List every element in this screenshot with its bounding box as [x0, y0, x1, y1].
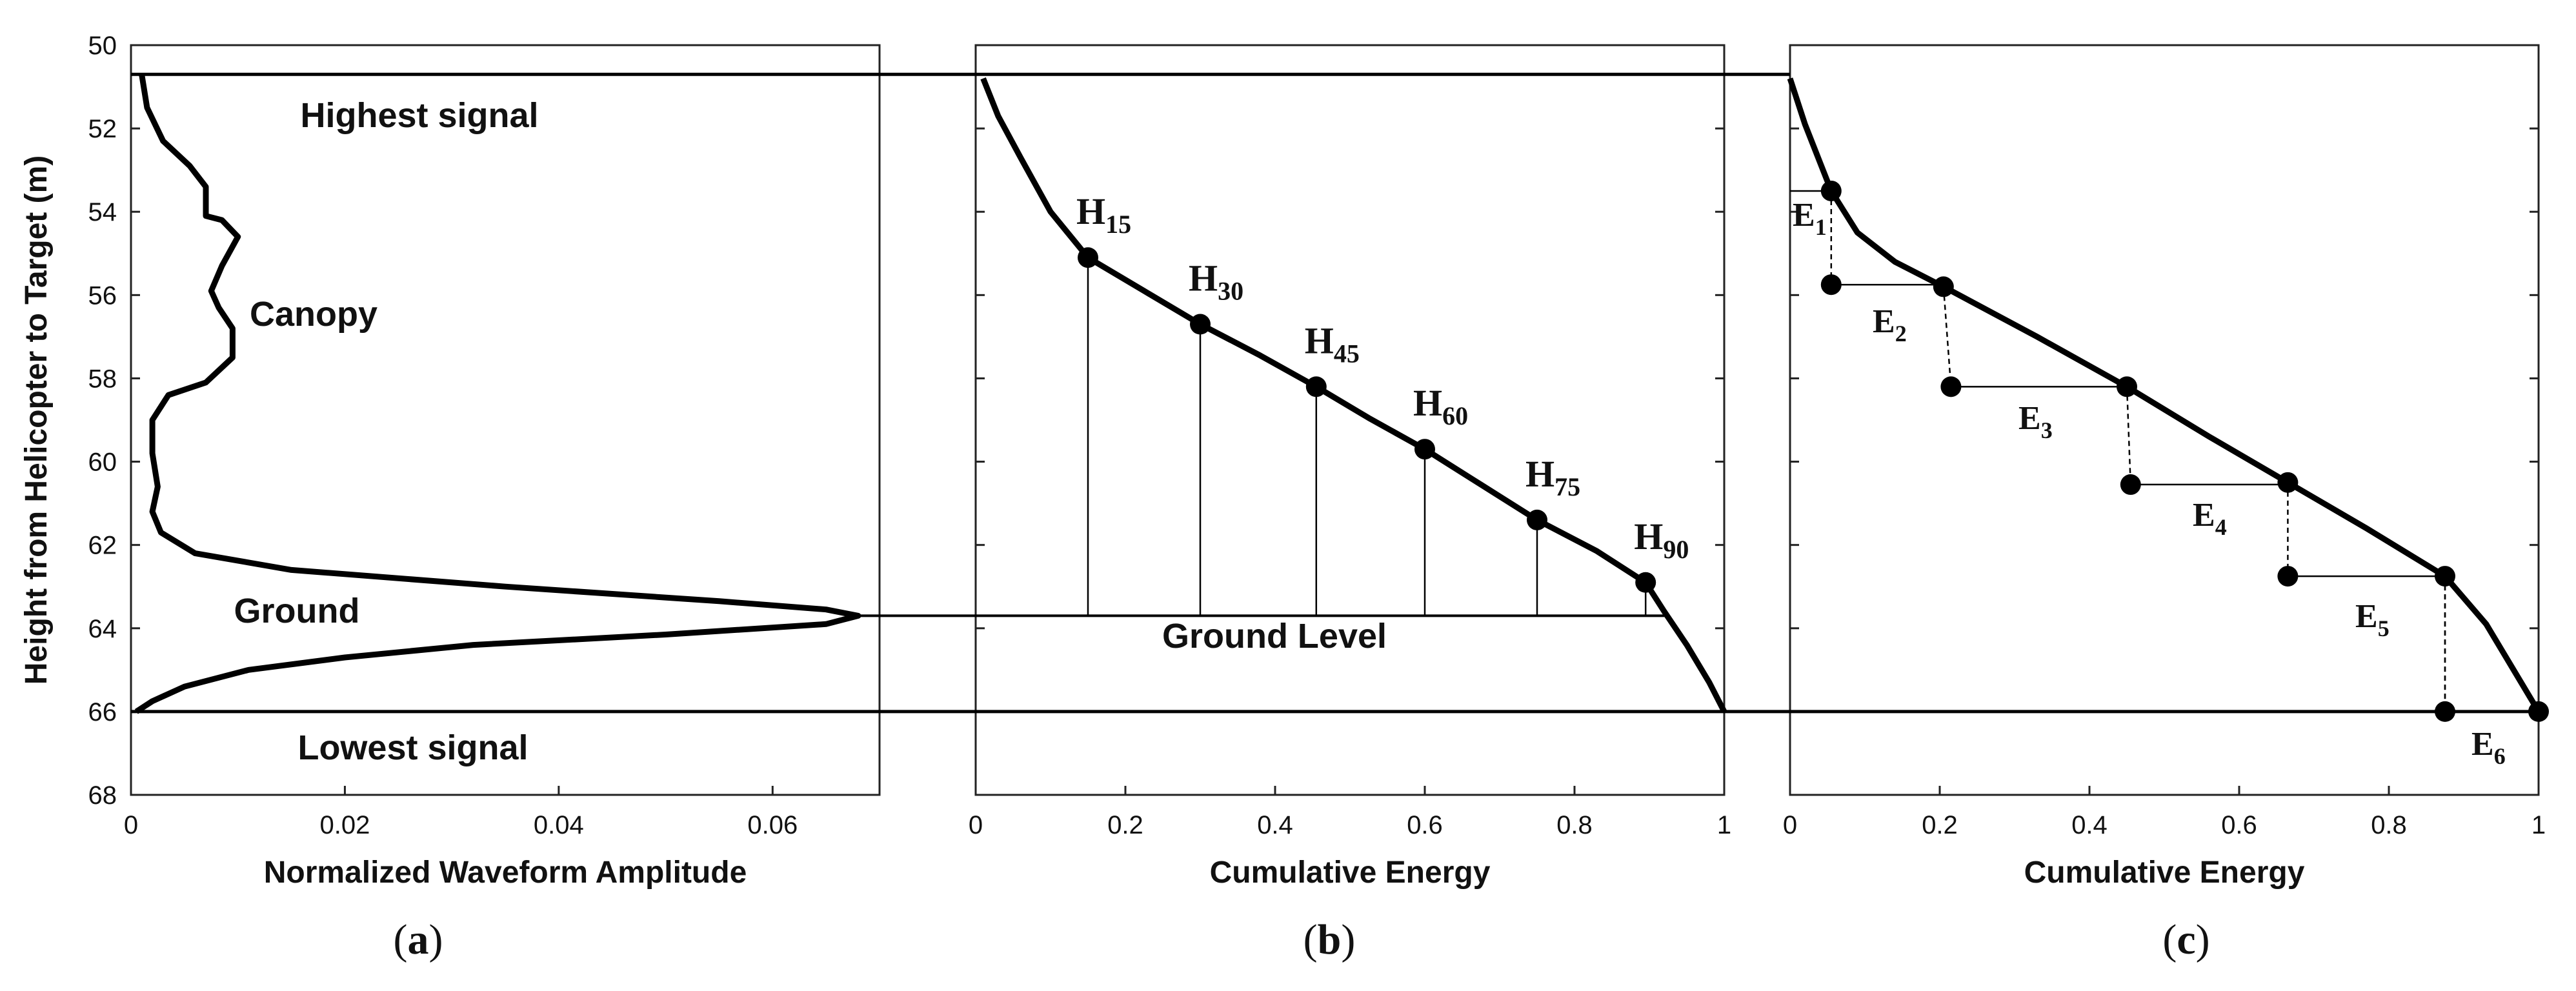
y-tick-label: 50 [88, 32, 117, 60]
x-tick-label: 0.6 [2221, 811, 2257, 839]
marker-h90 [1635, 572, 1656, 593]
label-e1: E1 [1793, 197, 1827, 240]
x-tick-label: 0.6 [1407, 811, 1443, 839]
x-tick-label: 1 [1717, 811, 1731, 839]
x-tick-label: 0.4 [1257, 811, 1293, 839]
label-h60: H60 [1413, 382, 1468, 430]
y-tick-label: 54 [88, 198, 117, 226]
dashed-drop [2126, 386, 2132, 485]
y-tick-label: 66 [88, 698, 117, 726]
marker-h75 [1527, 509, 1547, 530]
waveform-line [134, 74, 861, 714]
marker-h15 [1078, 247, 1098, 268]
x-axis-title-a: Normalized Waveform Amplitude [264, 856, 747, 890]
x-tick-label: 0.2 [1107, 811, 1143, 839]
annotation-lowest-signal: Lowest signal [297, 728, 528, 767]
marker-h60 [1414, 439, 1435, 460]
label-h90: H90 [1634, 516, 1689, 564]
curve-point [1820, 180, 1842, 201]
x-axis-title-c: Cumulative Energy [2024, 856, 2305, 890]
label-e6: E6 [2471, 726, 2506, 769]
annotation-ground: Ground [234, 592, 360, 630]
panel-c-frame [1789, 44, 2540, 796]
panel-b-frame [974, 44, 1726, 796]
annotation-highest-signal: Highest signal [300, 96, 538, 135]
y-axis-title: Height from Helicopter to Target (m) [19, 155, 54, 685]
x-tick-label: 1 [2531, 811, 2546, 839]
label-h75: H75 [1525, 453, 1580, 501]
marker-h30 [1190, 314, 1211, 335]
x-tick-label: 0.4 [2071, 811, 2108, 839]
step-point [2277, 566, 2299, 587]
step-point [1940, 376, 1962, 397]
label-e2: E2 [1873, 303, 1907, 346]
panel-b: 0 0.2 0.4 0.6 0.8 1 H15 H30 H45 H60 H75 H90 Ground… [969, 44, 1731, 963]
cumulative-energy-line-c [1787, 77, 2541, 714]
curve-point [2277, 472, 2299, 493]
x-tick-label: 0.8 [2371, 811, 2407, 839]
y-tick-label: 62 [88, 532, 117, 560]
x-tick-label: 0.2 [1922, 811, 1958, 839]
panel-label-b: (b) [1303, 916, 1356, 963]
x-tick-label: 0.06 [747, 811, 798, 839]
panel-a-frame [130, 44, 881, 796]
y-tick-label: 68 [88, 781, 117, 810]
step-point [1820, 274, 1842, 295]
x-tick-label: 0.8 [1556, 811, 1593, 839]
y-tick-label: 56 [88, 281, 117, 310]
label-e4: E4 [2193, 497, 2227, 540]
step-point [2120, 474, 2141, 496]
y-tick-label: 60 [88, 448, 117, 477]
x-tick-label: 0.02 [319, 811, 370, 839]
y-tick-label: 64 [88, 615, 117, 643]
x-tick-label: 0 [969, 811, 983, 839]
marker-h45 [1305, 376, 1327, 397]
panel-a: 50 52 54 56 58 60 62 64 66 68 0 0.02 0.04 0.06 Heigh… [19, 32, 881, 963]
label-h45: H45 [1305, 319, 1360, 368]
x-tick-label: 0 [124, 811, 138, 839]
y-tick-label: 58 [88, 365, 117, 393]
x-tick-label: 0.04 [534, 811, 584, 839]
annotation-ground-level: Ground Level [1162, 617, 1387, 656]
panel-label-a: (a) [394, 916, 443, 963]
curve-point [1933, 276, 1954, 297]
x-tick-label: 0 [1783, 811, 1797, 839]
label-e5: E5 [2355, 598, 2390, 641]
y-tick-label: 52 [88, 115, 117, 143]
cumulative-energy-line-b [980, 77, 1727, 713]
dashed-drop [1942, 286, 1952, 387]
curve-point [2435, 566, 2455, 587]
curve-point [2117, 376, 2137, 397]
label-h30: H30 [1189, 257, 1243, 306]
label-h15: H15 [1076, 190, 1131, 239]
annotation-canopy: Canopy [250, 295, 377, 334]
x-axis-title-b: Cumulative Energy [1210, 856, 1491, 890]
label-e3: E3 [2018, 400, 2053, 443]
panel-label-c: (c) [2162, 916, 2209, 963]
panel-c: 0 0.2 0.4 0.6 0.8 1 E1 E2 E3 E4 E5 E6 Cumulative E… [1783, 44, 2549, 963]
